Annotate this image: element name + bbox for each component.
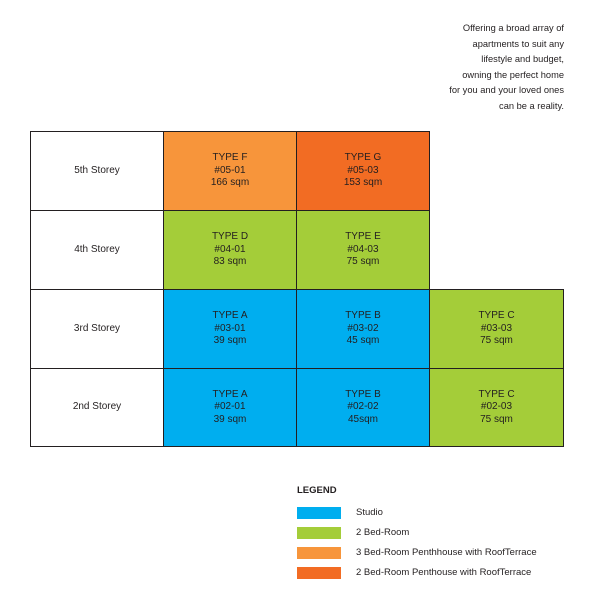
unit-cell-05-03: TYPE G #05-03 153 sqm xyxy=(296,131,430,211)
unit-cell-03-02: TYPE B #03-02 45 sqm xyxy=(296,289,430,369)
intro-line: apartments to suit any xyxy=(472,38,564,49)
unit-cell-02-02: TYPE B #02-02 45sqm xyxy=(296,368,430,447)
legend-label: 3 Bed-Room Penthhouse with RoofTerrace xyxy=(356,547,537,558)
intro-line: owning the perfect home xyxy=(462,69,564,80)
unit-number: #03-02 xyxy=(347,322,379,334)
unit-number: #02-03 xyxy=(480,401,513,413)
unit-type: TYPE C xyxy=(478,388,515,400)
legend-label: Studio xyxy=(356,507,383,518)
floor-label-text: 5th Storey xyxy=(74,164,120,176)
legend-title: LEGEND xyxy=(297,485,337,496)
unit-area: 45sqm xyxy=(347,413,378,425)
unit-type: TYPE B xyxy=(345,310,381,322)
unit-type: TYPE A xyxy=(212,388,248,400)
unit-number: #03-01 xyxy=(214,322,246,334)
unit-number: #05-01 xyxy=(214,164,246,176)
unit-number: #04-03 xyxy=(347,243,379,255)
legend-item-studio: Studio xyxy=(297,507,577,519)
unit-type: TYPE G xyxy=(344,152,382,164)
floor-label-3rd: 3rd Storey xyxy=(30,289,164,369)
floor-label-text: 4th Storey xyxy=(74,243,120,255)
unit-type: TYPE E xyxy=(345,231,381,243)
legend-item-2-bed-penthouse: 2 Bed-Room Penthouse with RoofTerrace xyxy=(297,567,577,579)
floor-label-2nd: 2nd Storey xyxy=(30,368,164,447)
unit-type: TYPE B xyxy=(345,388,381,400)
floor-label-5th: 5th Storey xyxy=(30,131,164,211)
legend-swatch xyxy=(297,527,341,539)
unit-cell-02-03: TYPE C #02-03 75 sqm xyxy=(429,368,564,447)
unit-cell-03-03: TYPE C #03-03 75 sqm xyxy=(429,289,564,369)
intro-line: can be a reality. xyxy=(499,100,564,111)
legend: LEGEND Studio 2 Bed-Room 3 Bed-Room Pent… xyxy=(297,485,577,587)
floor-label-4th: 4th Storey xyxy=(30,210,164,290)
floor-label-text: 3rd Storey xyxy=(73,322,121,334)
intro-line: lifestyle and budget, xyxy=(481,54,564,65)
legend-swatch xyxy=(297,507,341,519)
unit-area: 166 sqm xyxy=(210,177,250,189)
unit-area: 75 sqm xyxy=(346,256,380,268)
unit-type: TYPE D xyxy=(211,231,249,243)
unit-cell-04-03: TYPE E #04-03 75 sqm xyxy=(296,210,430,290)
unit-cell-04-01: TYPE D #04-01 83 sqm xyxy=(163,210,297,290)
unit-number: #02-01 xyxy=(214,401,246,413)
unit-area: 45 sqm xyxy=(346,335,380,347)
unit-number: #03-03 xyxy=(480,322,513,334)
unit-area: 39 sqm xyxy=(213,413,247,425)
legend-item-2-bed-room: 2 Bed-Room xyxy=(297,527,577,539)
legend-label: 2 Bed-Room Penthouse with RoofTerrace xyxy=(356,567,532,578)
intro-line: Offering a broad array of xyxy=(462,23,564,33)
unit-type: TYPE C xyxy=(478,310,515,322)
unit-area: 83 sqm xyxy=(213,256,247,268)
legend-label: 2 Bed-Room xyxy=(356,527,410,538)
intro-line: for you and your loved ones xyxy=(449,85,564,96)
floor-label-text: 2nd Storey xyxy=(72,401,122,413)
legend-item-3-bed-penthouse: 3 Bed-Room Penthhouse with RoofTerrace xyxy=(297,547,577,559)
legend-swatch xyxy=(297,567,341,579)
unit-cell-03-01: TYPE A #03-01 39 sqm xyxy=(163,289,297,369)
legend-swatch xyxy=(297,547,341,559)
unit-area: 39 sqm xyxy=(213,335,247,347)
intro-text: Offering a broad array of apartments to … xyxy=(364,21,564,115)
storey-unit-grid: 5th Storey TYPE F #05-01 166 sqm TYPE G … xyxy=(30,131,564,447)
unit-area: 75 sqm xyxy=(480,413,513,425)
unit-number: #02-02 xyxy=(347,401,379,413)
unit-number: #05-03 xyxy=(347,164,379,176)
unit-type: TYPE F xyxy=(212,152,248,164)
unit-type: TYPE A xyxy=(212,310,248,322)
unit-cell-02-01: TYPE A #02-01 39 sqm xyxy=(163,368,297,447)
unit-area: 75 sqm xyxy=(480,335,513,347)
unit-number: #04-01 xyxy=(214,243,246,255)
unit-cell-05-01: TYPE F #05-01 166 sqm xyxy=(163,131,297,211)
unit-area: 153 sqm xyxy=(343,177,383,189)
